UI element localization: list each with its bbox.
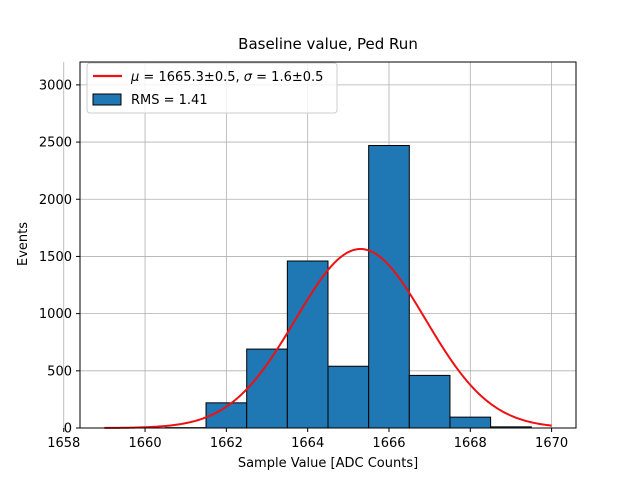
histogram-bar — [450, 417, 491, 428]
legend-sigma-value: = 1.6±0.5 — [252, 70, 323, 85]
x-tick-label: 1668 — [454, 436, 487, 451]
y-axis-label: Events — [16, 222, 31, 266]
y-tick-label: 3000 — [39, 78, 72, 93]
legend-histogram-label: RMS = 1.41 — [131, 93, 208, 108]
x-tick-label: 1664 — [291, 436, 324, 451]
x-tick-label: 1660 — [129, 436, 162, 451]
legend-fit-label: μ = 1665.3±0.5, σ = 1.6±0.5 — [130, 70, 323, 85]
legend-mu-value: = 1665.3±0.5, — [139, 70, 243, 85]
x-axis-label: Sample Value [ADC Counts] — [238, 456, 418, 471]
histogram-bar — [409, 375, 450, 428]
y-tick-label: 1500 — [39, 250, 72, 265]
y-tick-label: 2000 — [39, 193, 72, 208]
x-tick-label: 1666 — [372, 436, 405, 451]
histogram-bar — [369, 145, 410, 428]
x-tick-label: 1670 — [535, 436, 568, 451]
x-tick-label: 1662 — [210, 436, 243, 451]
legend: μ = 1665.3±0.5, σ = 1.6±0.5 RMS = 1.41 — [87, 63, 337, 113]
histogram-bar — [287, 261, 328, 428]
chart-title: Baseline value, Ped Run — [238, 35, 418, 53]
histogram-bar — [328, 366, 369, 428]
y-tick-label: 2500 — [39, 136, 72, 151]
y-tick-label: 1000 — [39, 307, 72, 322]
legend-mu-symbol: μ — [130, 70, 139, 85]
histogram-bar — [247, 349, 288, 428]
x-tick-label: 1658 — [47, 436, 80, 451]
y-tick-label: 500 — [47, 364, 72, 379]
legend-histogram-swatch — [93, 94, 121, 105]
y-tick-label: 0 — [64, 422, 72, 437]
